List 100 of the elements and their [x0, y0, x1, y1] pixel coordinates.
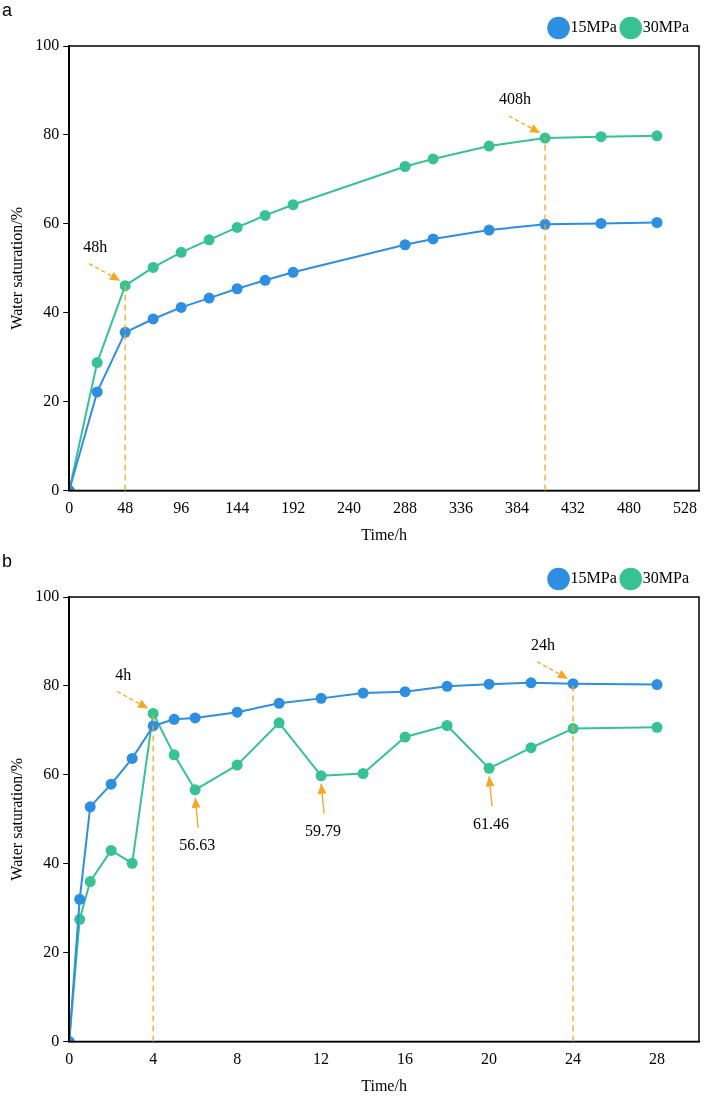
point	[126, 857, 138, 869]
x-tick-label: 48	[117, 499, 134, 517]
x-tick-label: 336	[449, 499, 474, 517]
x-tick-label: 16	[397, 1050, 414, 1068]
point	[105, 844, 117, 856]
point	[483, 224, 495, 236]
x-tick-label: 8	[233, 1050, 242, 1068]
annotation: 59.79	[305, 821, 342, 839]
annotation: 24h	[531, 635, 556, 653]
x-tick-label: 20	[481, 1050, 498, 1068]
annotation: 61.46	[473, 814, 510, 832]
x-tick-label: 528	[673, 499, 697, 517]
chart-title: b	[2, 550, 13, 571]
point	[231, 759, 243, 771]
y-axis-title: Water saturation/%	[7, 206, 25, 330]
point	[105, 778, 117, 790]
point	[651, 679, 663, 691]
annotation: 56.63	[179, 836, 216, 854]
point	[84, 801, 96, 813]
x-tick-label: 12	[313, 1050, 330, 1068]
point	[595, 131, 607, 143]
x-tick-label: 288	[393, 499, 418, 517]
point	[74, 893, 86, 905]
y-tick-label: 100	[35, 36, 60, 54]
point	[175, 246, 187, 258]
point	[168, 749, 180, 761]
point	[91, 357, 103, 369]
point	[168, 713, 180, 725]
point	[189, 784, 201, 796]
point	[315, 770, 327, 782]
point	[651, 721, 663, 733]
legend-label: 15MPa	[570, 18, 617, 36]
point	[273, 717, 285, 729]
y-tick-label: 60	[43, 765, 60, 783]
point	[231, 283, 243, 295]
point	[567, 678, 579, 690]
x-tick-label: 96	[173, 499, 190, 517]
point	[483, 140, 495, 152]
point	[273, 697, 285, 709]
y-tick-label: 80	[43, 125, 60, 143]
y-axis-title: Water saturation/%	[7, 757, 25, 881]
point	[483, 762, 495, 774]
x-tick-label: 4	[149, 1050, 158, 1068]
point	[119, 280, 131, 292]
point	[91, 386, 103, 398]
point	[525, 677, 537, 689]
x-tick-label: 384	[505, 499, 530, 517]
point	[175, 301, 187, 313]
point	[203, 292, 215, 304]
point	[357, 687, 369, 699]
point	[126, 752, 138, 764]
point	[231, 706, 243, 718]
point	[84, 876, 96, 888]
point	[427, 233, 439, 245]
y-tick-label: 20	[43, 391, 60, 409]
x-tick-label: 0	[65, 499, 74, 517]
point	[259, 209, 271, 221]
y-tick-label: 40	[43, 853, 60, 871]
point	[441, 719, 453, 731]
point	[525, 742, 537, 754]
annotation: 408h	[499, 90, 532, 108]
annotation: 48h	[83, 237, 108, 255]
point	[399, 239, 411, 251]
point	[399, 731, 411, 743]
point	[399, 160, 411, 172]
x-tick-label: 24	[565, 1050, 582, 1068]
point	[441, 680, 453, 692]
legend-label: 15MPa	[570, 569, 617, 587]
point	[259, 274, 271, 286]
y-tick-label: 0	[51, 1031, 60, 1049]
point	[147, 707, 159, 719]
point	[315, 692, 327, 704]
point	[595, 217, 607, 229]
point	[147, 261, 159, 273]
x-tick-label: 28	[649, 1050, 666, 1068]
x-axis-title: Time/h	[361, 1076, 407, 1094]
point	[651, 217, 663, 229]
x-axis-title: Time/h	[361, 525, 407, 543]
point	[357, 768, 369, 780]
point	[189, 712, 201, 724]
y-tick-label: 80	[43, 676, 60, 694]
point	[483, 678, 495, 690]
legend-label: 30MPa	[642, 18, 690, 36]
x-tick-label: 240	[337, 499, 362, 517]
point	[203, 234, 215, 246]
y-tick-label: 40	[43, 302, 60, 320]
x-tick-label: 192	[281, 499, 306, 517]
x-tick-label: 480	[617, 499, 642, 517]
point	[147, 313, 159, 325]
y-tick-label: 20	[43, 942, 60, 960]
point	[231, 221, 243, 233]
x-tick-label: 144	[225, 499, 250, 517]
x-tick-label: 432	[561, 499, 586, 517]
point	[427, 153, 439, 165]
point	[119, 326, 131, 338]
point	[287, 199, 299, 211]
point	[399, 686, 411, 698]
legend-label: 30MPa	[642, 569, 690, 587]
y-tick-label: 60	[43, 214, 60, 232]
annotation: 4h	[115, 665, 132, 683]
